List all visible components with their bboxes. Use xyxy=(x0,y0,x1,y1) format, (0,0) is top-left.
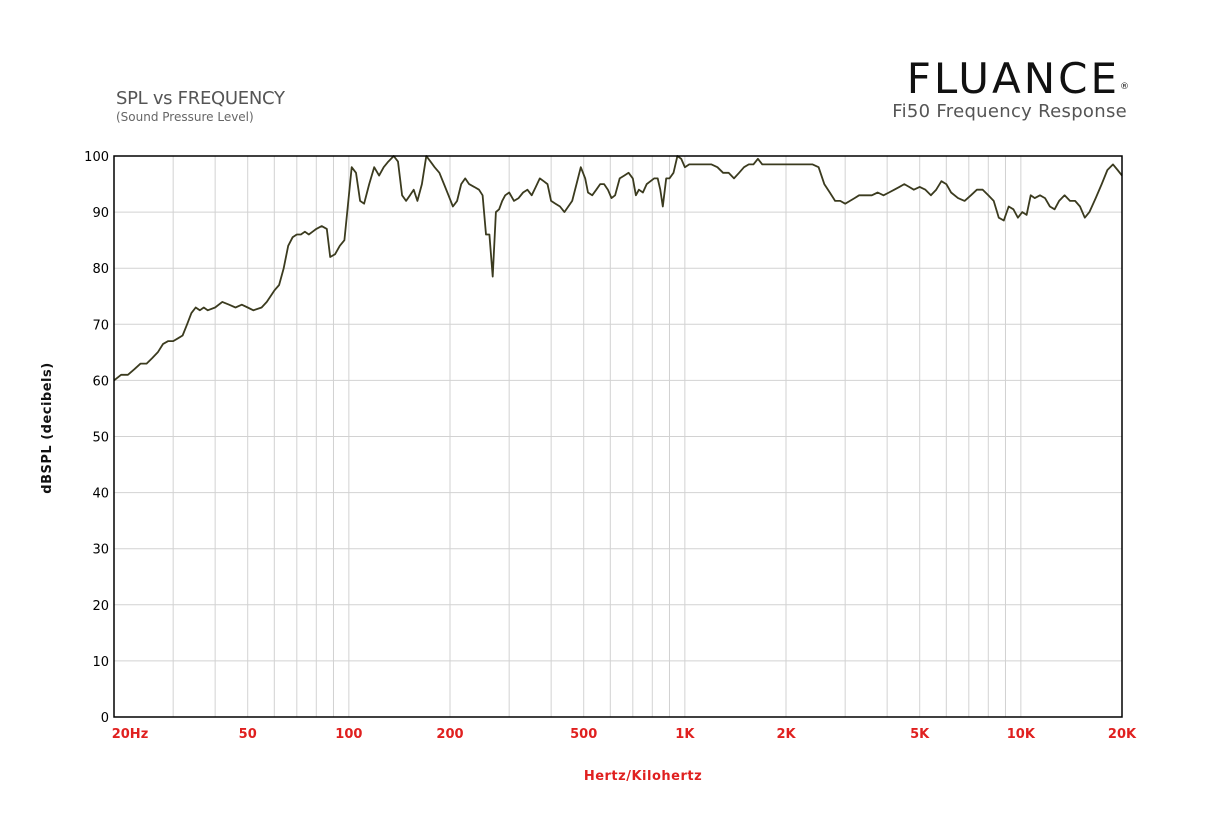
x-tick-label: 20Hz xyxy=(112,727,149,742)
x-tick-label: 100 xyxy=(335,727,362,742)
x-tick-label: 200 xyxy=(436,727,463,742)
y-tick-label: 90 xyxy=(92,206,109,221)
brand-registered-mark: ® xyxy=(1120,82,1129,92)
y-axis-label: dBSPL (decibels) xyxy=(40,362,55,493)
x-tick-label: 1K xyxy=(675,727,695,742)
x-tick-labels: 20Hz 50 100 200 500 1K 2K 5K 10K 20K xyxy=(112,727,1137,742)
brand-subtitle: Fi50 Frequency Response xyxy=(892,101,1127,122)
y-tick-label: 40 xyxy=(92,487,109,502)
series-line xyxy=(113,155,1123,382)
x-tick-label: 500 xyxy=(570,727,597,742)
y-tick-label: 10 xyxy=(92,655,109,670)
chart-title: SPL vs FREQUENCY xyxy=(116,88,285,109)
brand-logo: FLUANCE® xyxy=(907,54,1129,103)
x-tick-label: 50 xyxy=(239,727,257,742)
chart-subtitle: (Sound Pressure Level) xyxy=(116,110,254,124)
y-tick-labels: 0 10 20 30 40 50 60 70 80 90 100 xyxy=(84,150,109,726)
y-tick-label: 20 xyxy=(92,599,109,614)
y-tick-label: 30 xyxy=(92,543,109,558)
y-tick-label: 70 xyxy=(92,318,109,333)
y-tick-label: 50 xyxy=(92,431,109,446)
brand-name: FLUANCE xyxy=(906,54,1120,103)
y-tick-label: 80 xyxy=(92,262,109,277)
x-tick-label: 20K xyxy=(1108,727,1137,742)
y-tick-label: 60 xyxy=(92,374,109,389)
y-tick-label: 0 xyxy=(101,711,109,726)
plot-frame xyxy=(113,155,1123,718)
chart-grid xyxy=(114,156,1122,717)
x-axis-label: Hertz/Kilohertz xyxy=(584,769,702,784)
x-tick-label: 2K xyxy=(776,727,796,742)
y-tick-label: 100 xyxy=(84,150,109,165)
x-tick-label: 5K xyxy=(910,727,930,742)
x-tick-label: 10K xyxy=(1007,727,1036,742)
